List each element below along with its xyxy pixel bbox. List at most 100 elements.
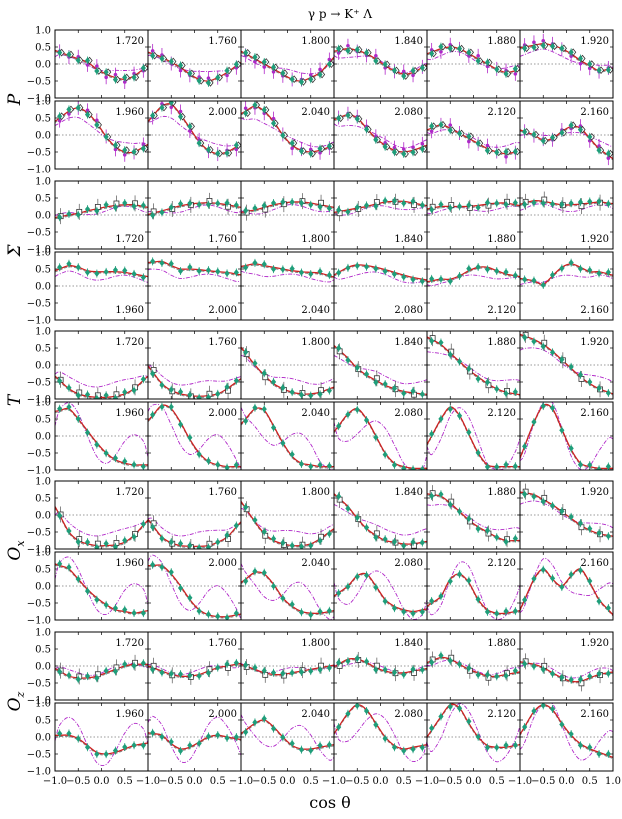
data-point-filled-diamond [252, 404, 258, 412]
data-point-filled-diamond [456, 570, 463, 578]
data-point-filled-diamond [243, 264, 249, 271]
data-point-filled-diamond [289, 75, 295, 83]
data-point-filled-diamond [382, 143, 388, 151]
data-point-purple [597, 144, 601, 148]
curve-dash-dot [334, 570, 427, 620]
data-point-filled-diamond [559, 201, 565, 208]
energy-label: 2.120 [487, 107, 516, 118]
data-point-filled-diamond [215, 390, 221, 398]
data-point-filled-diamond [605, 66, 611, 74]
data-point-purple [206, 76, 211, 81]
data-point-filled-diamond [224, 464, 230, 470]
panel-p-1.840: 1.840 [333, 29, 428, 99]
data-point-purple [411, 145, 415, 150]
data-point-filled-diamond [84, 429, 91, 436]
panel-p-1.800: 1.800 [240, 29, 335, 99]
data-point-purple [308, 147, 313, 152]
data-point-purple [401, 147, 406, 151]
energy-label: 2.000 [208, 558, 237, 569]
curve-solid [334, 572, 427, 613]
y-tick-label: 1.0 [35, 699, 51, 710]
data-point-filled-diamond [252, 568, 258, 575]
x-tick-label: 0.5 [210, 776, 226, 787]
data-point-filled-diamond [391, 461, 398, 469]
panel-t-1.760: 1.760 [147, 330, 242, 400]
y-tick-label: −0.5 [27, 378, 51, 389]
data-point-filled-diamond [261, 58, 267, 66]
data-point-filled-diamond [66, 730, 72, 737]
data-point-filled-diamond [233, 201, 239, 209]
x-axis-label: cos θ [309, 793, 351, 812]
data-point-filled-diamond [475, 204, 481, 211]
data-point-filled-diamond [94, 544, 100, 549]
curve-solid [334, 493, 427, 545]
panel-t-1.720: 1.720 [54, 330, 149, 400]
y-tick-label: −1.0 [27, 466, 51, 477]
data-point-filled-diamond [66, 210, 72, 218]
data-point-filled-diamond [345, 356, 351, 364]
data-point-purple [513, 72, 518, 76]
y-tick-label: −1.0 [27, 94, 51, 105]
data-point-filled-diamond [596, 529, 602, 537]
data-point-filled-diamond [150, 211, 156, 219]
data-point-filled-diamond [456, 203, 463, 210]
data-point-filled-diamond [308, 463, 314, 470]
data-point-filled-diamond [131, 609, 137, 617]
data-point-filled-diamond [270, 64, 277, 71]
x-tick-label: 1.0 [605, 776, 621, 787]
panel-p-1.760: 1.760 [147, 29, 242, 99]
data-point-filled-diamond [205, 266, 212, 274]
data-point-filled-diamond [522, 443, 528, 450]
data-point-filled-diamond [243, 661, 249, 669]
y-tick-label: −0.5 [27, 77, 51, 88]
panel-oz-1.960: 1.960 [54, 702, 149, 772]
data-point-filled-diamond [224, 614, 230, 620]
x-tick-label: 0.0 [373, 776, 389, 787]
panel-p-1.920: 1.920 [519, 29, 614, 99]
curve-dash-dot [241, 117, 334, 148]
data-point-filled-diamond [75, 575, 81, 583]
curve-dashed [241, 572, 334, 616]
data-point-filled-diamond [419, 539, 425, 546]
data-point-filled-diamond [140, 742, 146, 749]
data-point-filled-diamond [140, 145, 146, 152]
observable-label-4: Oz [5, 691, 27, 711]
data-point-purple [95, 118, 99, 123]
data-point-filled-diamond [336, 45, 342, 53]
curve-dash-dot [241, 563, 334, 620]
data-point-filled-diamond [233, 461, 239, 469]
data-point-filled-diamond [345, 264, 351, 272]
data-point-filled-diamond [391, 197, 398, 205]
data-point-filled-diamond [503, 538, 509, 546]
data-point-filled-diamond [512, 462, 518, 470]
data-point-filled-diamond [503, 461, 509, 468]
data-point-filled-diamond [549, 502, 556, 510]
data-point-purple [392, 145, 397, 150]
data-point-filled-diamond [568, 259, 574, 266]
data-point-filled-diamond [252, 516, 258, 524]
energy-label: 1.720 [115, 337, 144, 348]
y-tick-label: 1.0 [35, 248, 51, 259]
data-point-filled-diamond [270, 265, 277, 273]
data-point-filled-diamond [131, 202, 137, 210]
data-point-filled-diamond [177, 540, 184, 547]
data-point-filled-diamond [326, 387, 332, 394]
data-point-filled-diamond [131, 741, 137, 749]
data-point-filled-diamond [605, 604, 611, 612]
data-point-filled-diamond [373, 202, 379, 210]
data-point-purple [104, 75, 108, 80]
x-tick-label: −0.5 [531, 776, 555, 787]
panel-oz-2.000: 2.000 [147, 702, 242, 772]
data-point-purple [85, 63, 90, 67]
data-point-filled-diamond [438, 713, 444, 720]
curve-dash-dot [427, 504, 520, 531]
data-point-purple [243, 106, 248, 111]
data-point-filled-diamond [410, 276, 416, 283]
curve-dash-dot [148, 365, 241, 386]
data-point-filled-diamond [289, 542, 295, 549]
data-point-filled-diamond [224, 67, 230, 74]
data-point-filled-diamond [438, 415, 444, 423]
data-point-filled-diamond [447, 657, 453, 664]
data-point-filled-diamond [317, 742, 323, 749]
data-point-filled-diamond [438, 592, 444, 600]
